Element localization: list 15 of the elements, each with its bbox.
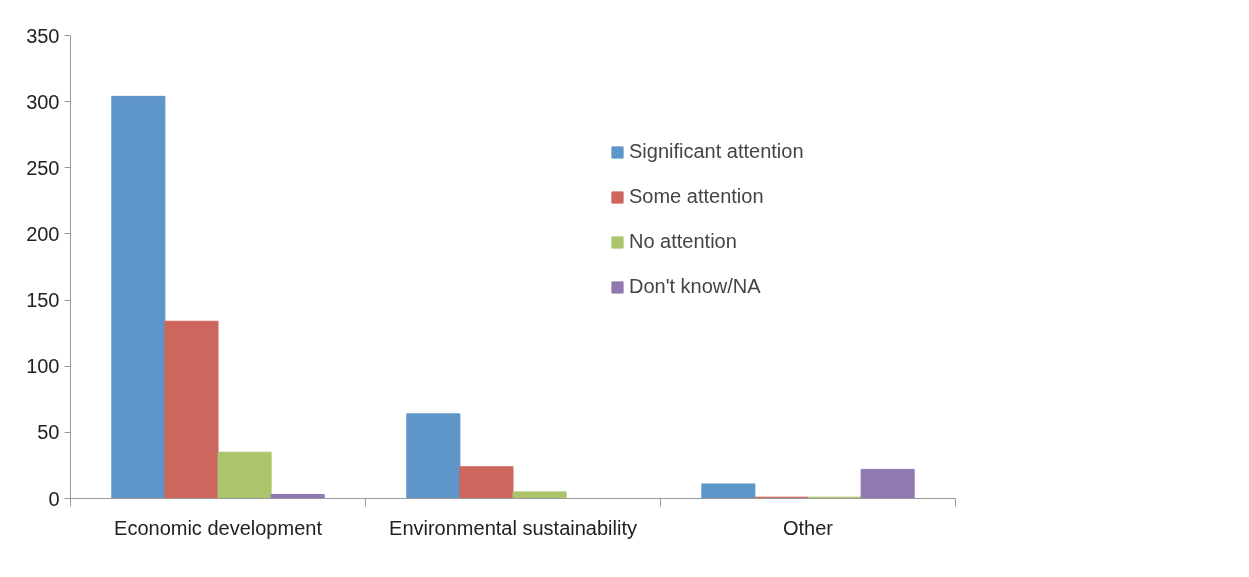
legend-label: Some attention [629, 185, 764, 208]
y-tick-label: 150 [26, 289, 60, 312]
x-tick-label: Economic development [114, 516, 323, 539]
legend-label: Significant attention [629, 140, 804, 163]
y-tick-label: 200 [26, 222, 60, 245]
y-tick-label: 350 [26, 24, 60, 47]
y-tick-label: 250 [26, 156, 60, 179]
x-tick-label: Other [782, 516, 834, 539]
legend-label: No attention [629, 230, 737, 253]
legend-label: Don't know/NA [629, 275, 761, 298]
y-tick-label: 50 [37, 421, 60, 444]
x-tick-label: Environmental sustainability [389, 516, 637, 539]
y-tick-label: 300 [26, 90, 60, 113]
y-tick-label: 0 [48, 487, 60, 510]
y-tick-label: 100 [26, 355, 60, 378]
